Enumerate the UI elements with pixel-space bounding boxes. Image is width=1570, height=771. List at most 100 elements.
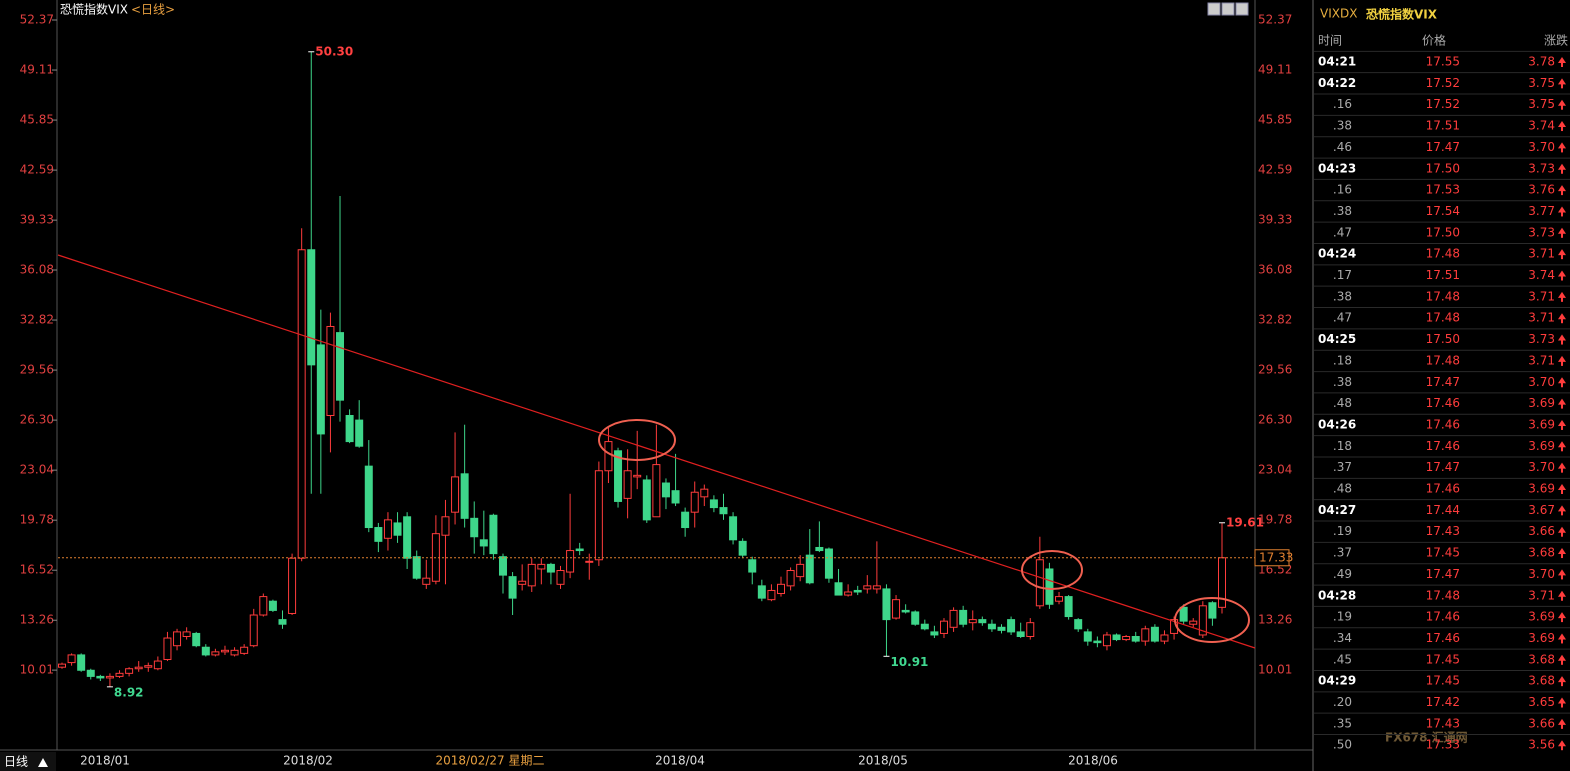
y-tick-label: 23.04 [20,463,54,477]
row-time: .38 [1333,119,1352,133]
row-price: 17.51 [1426,268,1460,282]
row-price: 17.45 [1426,652,1460,666]
candle-body [297,249,306,559]
candle-body [220,649,229,653]
row-change: 3.71 [1528,289,1555,303]
candle-body [1055,596,1064,602]
candle-body [959,609,968,625]
candle-body [403,516,412,559]
up-arrow [1558,569,1566,576]
candle-body [364,465,373,529]
highlight-ellipse [1174,597,1250,643]
last-price-label: 17.33 [1259,550,1293,564]
watermark: FX678 汇通网 [1385,730,1468,745]
row-price: 17.46 [1426,396,1460,410]
row-change: 3.56 [1528,738,1555,752]
up-arrow [1558,419,1566,426]
up-arrow [1558,526,1566,533]
candle-body [594,470,603,561]
row-change: 3.69 [1528,610,1555,624]
candle-body [1150,626,1159,642]
candle-body [537,563,546,570]
tool-button[interactable] [1235,2,1249,16]
y-tick-label: 52.37 [20,13,54,27]
row-time: 04:24 [1318,247,1356,261]
tool-button[interactable] [1207,2,1221,16]
row-time: .47 [1333,311,1352,325]
column-header: 时间 [1318,34,1342,48]
row-time: .34 [1333,631,1352,645]
candle-body [508,576,517,599]
row-price: 17.47 [1426,140,1460,154]
candle-body [201,646,210,656]
candle-body [1074,619,1083,630]
candle-body [1122,635,1131,641]
row-time: .17 [1333,268,1352,282]
candle-body [748,559,757,573]
candle-body [230,649,239,656]
quote-name: 恐慌指数VIX [1366,7,1438,22]
row-time: 04:26 [1318,417,1356,431]
up-arrow [1558,548,1566,555]
candle-body [345,414,354,443]
candle-body [815,546,824,552]
candle-body [1093,640,1102,644]
candle-body [700,488,709,498]
up-arrow [1558,57,1566,63]
candle-body [134,666,143,670]
annotation-label: 19.61 [1226,515,1264,529]
row-time: .37 [1333,460,1352,474]
annotation-label: 50.30 [315,44,353,58]
tool-button[interactable] [1221,2,1235,16]
y-tick-label-right: 13.26 [1258,613,1292,627]
row-time: .50 [1333,738,1352,752]
up-arrow [1558,505,1566,512]
row-price: 17.46 [1426,439,1460,453]
row-change: 3.69 [1528,417,1555,431]
up-arrow [1558,227,1566,234]
x-tick-label: 2018/05 [858,754,908,768]
period-arrow[interactable] [38,758,48,767]
x-tick-label: 2018/01 [80,754,130,768]
period-button[interactable]: 日线 [4,755,28,769]
candle-body [1198,605,1207,636]
candle-body [383,519,392,539]
row-price: 17.46 [1426,610,1460,624]
row-price: 17.46 [1426,482,1460,496]
row-time: .38 [1333,204,1352,218]
candle-body [824,548,833,579]
candle-body [585,560,594,563]
row-price: 17.48 [1426,289,1460,303]
row-change: 3.74 [1528,268,1555,282]
up-arrow [1558,462,1566,469]
row-change: 3.66 [1528,716,1555,730]
candle-body [604,441,613,472]
candle-body [1189,620,1198,625]
candle-body [67,654,76,664]
row-price: 17.44 [1426,503,1460,517]
candle-body [681,511,690,529]
row-time: .20 [1333,695,1352,709]
y-tick-label-right: 26.30 [1258,413,1292,427]
up-arrow [1558,590,1566,597]
candle-body [182,631,191,637]
candle-body [470,517,479,538]
row-price: 17.53 [1426,183,1460,197]
row-price: 17.47 [1426,375,1460,389]
y-tick-label: 10.01 [20,663,54,677]
row-change: 3.76 [1528,183,1555,197]
toolbar[interactable] [1207,2,1249,16]
candle-body [441,516,450,536]
row-change: 3.73 [1528,225,1555,239]
candle-body [546,563,555,573]
candle-body [614,450,623,502]
candle-body [527,563,536,587]
candle-body [1131,635,1140,642]
row-price: 17.48 [1426,588,1460,602]
up-arrow [1558,334,1566,341]
row-time: 04:21 [1318,55,1356,69]
up-arrow [1558,612,1566,619]
candle-body [786,570,795,587]
annotation-label: 8.92 [114,685,144,699]
